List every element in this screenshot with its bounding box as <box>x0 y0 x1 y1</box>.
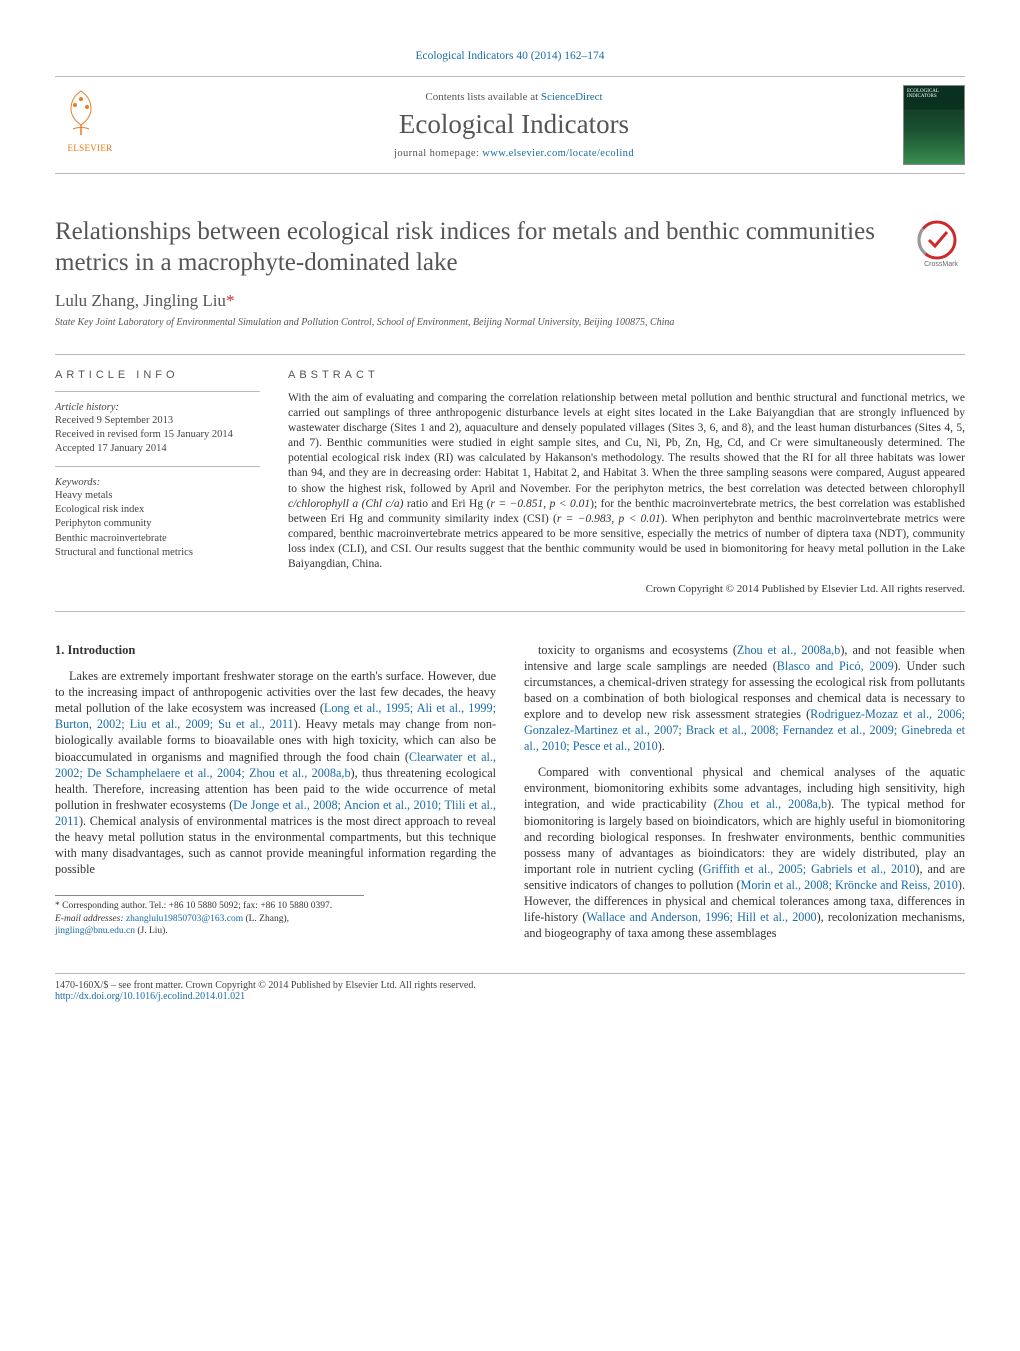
article-title: Relationships between ecological risk in… <box>55 216 901 279</box>
elsevier-logo: ELSEVIER <box>55 85 125 165</box>
column-left: 1. Introduction Lakes are extremely impo… <box>55 642 496 952</box>
keyword-item: Heavy metals <box>55 489 260 503</box>
divider <box>55 391 260 392</box>
abstract-label: ABSTRACT <box>288 369 965 381</box>
keyword-item: Benthic macroinvertebrate <box>55 532 260 546</box>
column-right: toxicity to organisms and ecosystems (Zh… <box>524 642 965 952</box>
citation-link[interactable]: Zhou et al., 2008a,b <box>718 797 827 811</box>
abstract-stat: r = −0.851, p < 0.01 <box>490 498 590 510</box>
citation-link[interactable]: Griffith et al., 2005; Gabriels et al., … <box>703 862 916 876</box>
sciencedirect-link[interactable]: ScienceDirect <box>541 91 603 103</box>
citation-link[interactable]: Zhou et al., 2008a,b <box>737 643 840 657</box>
history-item: Received 9 September 2013 <box>55 414 260 428</box>
body-paragraph: Lakes are extremely important freshwater… <box>55 668 496 877</box>
homepage-prefix: journal homepage: <box>394 148 482 159</box>
elsevier-label: ELSEVIER <box>55 143 125 153</box>
abstract-segment: ratio and Eri Hg ( <box>403 498 490 510</box>
abstract-copyright: Crown Copyright © 2014 Published by Else… <box>288 583 965 595</box>
history-item: Accepted 17 January 2014 <box>55 442 260 456</box>
journal-cover-thumbnail: ECOLOGICAL INDICATORS <box>903 85 965 165</box>
body-text: ). Chemical analysis of environmental ma… <box>55 814 496 876</box>
crossmark-icon[interactable]: CrossMark <box>917 220 965 268</box>
journal-homepage-line: journal homepage: www.elsevier.com/locat… <box>125 148 903 159</box>
article-info-label: ARTICLE INFO <box>55 369 260 381</box>
keywords-label: Keywords: <box>55 477 260 488</box>
body-text: toxicity to organisms and ecosystems ( <box>538 643 737 657</box>
keyword-item: Structural and functional metrics <box>55 546 260 560</box>
page-footer: 1470-160X/$ – see front matter. Crown Co… <box>55 973 965 1002</box>
journal-reference: Ecological Indicators 40 (2014) 162–174 <box>55 50 965 62</box>
citation-link[interactable]: Blasco and Picó, 2009 <box>777 659 894 673</box>
abstract-italic: c/chlorophyll a (Chl c/a) <box>288 498 403 510</box>
affiliation: State Key Joint Laboratory of Environmen… <box>55 317 965 328</box>
section-heading: 1. Introduction <box>55 642 496 659</box>
journal-name: Ecological Indicators <box>125 109 903 140</box>
keyword-item: Periphyton community <box>55 517 260 531</box>
elsevier-tree-icon <box>55 85 107 137</box>
citation-link[interactable]: Wallace and Anderson, 1996; Hill et al.,… <box>586 910 816 924</box>
abstract-panel: ABSTRACT With the aim of evaluating and … <box>288 369 965 595</box>
email-label: E-mail addresses: <box>55 914 126 924</box>
authors: Lulu Zhang, Jingling Liu* <box>55 291 965 311</box>
email-link[interactable]: jingling@bnu.edu.cn <box>55 926 135 936</box>
abstract-text: With the aim of evaluating and comparing… <box>288 391 965 573</box>
history-label: Article history: <box>55 402 260 413</box>
masthead: ELSEVIER Contents lists available at Sci… <box>55 76 965 174</box>
body-paragraph: Compared with conventional physical and … <box>524 764 965 941</box>
contents-prefix: Contents lists available at <box>425 91 540 103</box>
abstract-stat: r = −0.983, p < 0.01 <box>557 513 661 525</box>
divider <box>55 466 260 467</box>
body-columns: 1. Introduction Lakes are extremely impo… <box>55 642 965 952</box>
contents-available-line: Contents lists available at ScienceDirec… <box>125 91 903 103</box>
author-names: Lulu Zhang, Jingling Liu <box>55 291 226 310</box>
keyword-item: Ecological risk index <box>55 503 260 517</box>
citation-link[interactable]: Morin et al., 2008; Kröncke and Reiss, 2… <box>741 878 958 892</box>
email-link[interactable]: zhanglulu19850703@163.com <box>126 914 243 924</box>
corr-label: * Corresponding author. Tel.: +86 10 588… <box>55 900 364 913</box>
email-attr: (J. Liu). <box>135 926 168 936</box>
corresponding-author-note: * Corresponding author. Tel.: +86 10 588… <box>55 895 364 938</box>
footer-copyright: 1470-160X/$ – see front matter. Crown Co… <box>55 980 965 991</box>
svg-text:CrossMark: CrossMark <box>924 261 958 268</box>
abstract-segment: With the aim of evaluating and comparing… <box>288 392 965 495</box>
cover-thumb-title: ECOLOGICAL INDICATORS <box>904 86 964 102</box>
body-paragraph: toxicity to organisms and ecosystems (Zh… <box>524 642 965 755</box>
body-text: ). <box>658 739 665 753</box>
history-item: Received in revised form 15 January 2014 <box>55 428 260 442</box>
article-info-panel: ARTICLE INFO Article history: Received 9… <box>55 369 260 595</box>
corresponding-asterisk: * <box>226 291 235 310</box>
doi-link[interactable]: http://dx.doi.org/10.1016/j.ecolind.2014… <box>55 991 965 1002</box>
email-attr: (L. Zhang), <box>243 914 289 924</box>
journal-homepage-link[interactable]: www.elsevier.com/locate/ecolind <box>482 148 634 159</box>
